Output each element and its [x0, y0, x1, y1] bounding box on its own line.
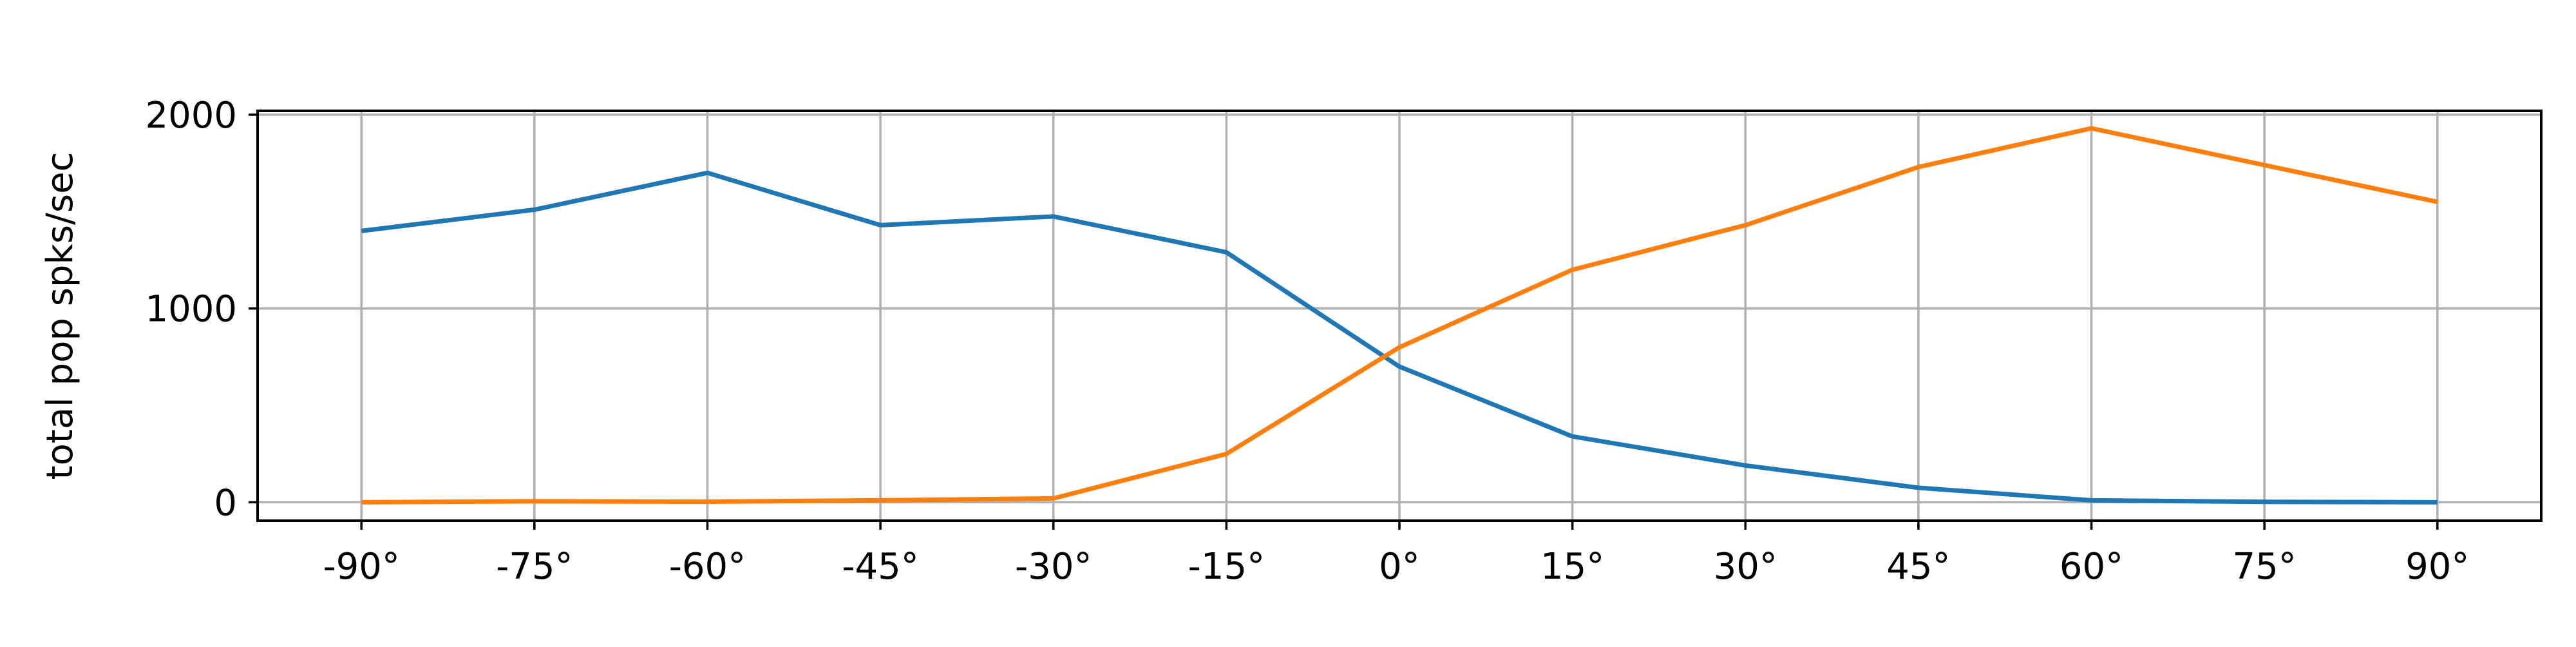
y-tick-label: 1000 — [145, 289, 237, 331]
x-tick-label: 90° — [2405, 546, 2469, 588]
grid — [258, 111, 2541, 521]
y-axis-label: total pop spks/sec — [39, 152, 81, 480]
axis-ticks: -90° -75° -60° -45° -30° -15° 0° 15° 30° 45° 60° 75… — [145, 95, 2469, 588]
x-tick-label: 60° — [2060, 546, 2123, 588]
x-tick-label: -45° — [842, 546, 918, 588]
x-tick-label: -60° — [669, 546, 746, 588]
y-tick-label: 2000 — [145, 95, 237, 137]
x-tick-label: 15° — [1540, 546, 1604, 588]
x-tick-label: -15° — [1188, 546, 1265, 588]
x-tick-label: 45° — [1886, 546, 1950, 588]
x-tick-label: -75° — [496, 546, 573, 588]
x-tick-label: 30° — [1714, 546, 1777, 588]
x-tick-label: 75° — [2233, 546, 2297, 588]
series-lines — [361, 126, 2438, 505]
x-tick-label: -90° — [323, 546, 399, 588]
y-tick-label: 0 — [214, 482, 237, 524]
series-line-2 — [361, 126, 2438, 505]
x-tick-label: 0° — [1379, 546, 1420, 588]
x-tick-label: -30° — [1015, 546, 1092, 588]
series-line-1 — [361, 170, 2438, 505]
